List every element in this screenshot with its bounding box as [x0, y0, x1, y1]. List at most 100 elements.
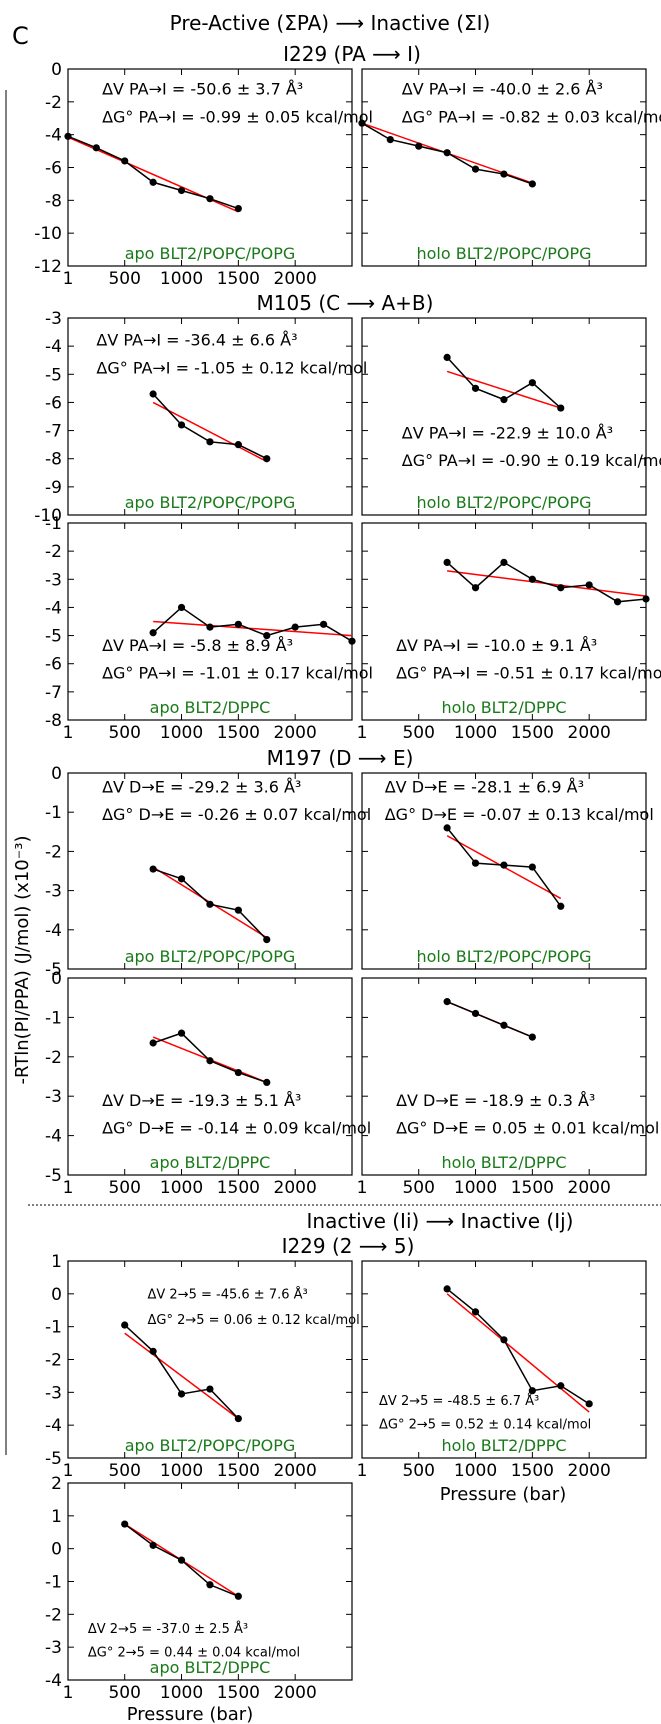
data-point [121, 1321, 129, 1329]
title-m105: M105 (C ⟶ A+B) [257, 291, 434, 315]
data-point [471, 584, 480, 592]
x-tick-label: 500 [108, 1178, 140, 1198]
title-m197: M197 (D ⟶ E) [267, 746, 414, 770]
y-tick-label: -1 [45, 1008, 62, 1028]
data-point [358, 119, 366, 127]
delta-g-annotation: ΔG° 2→5 = 0.06 ± 0.12 kcal/mol [148, 1313, 360, 1328]
delta-g-annotation: ΔG° PA→I = -0.51 ± 0.17 kcal/mol [396, 664, 661, 683]
x-tick-label: 500 [402, 1178, 434, 1198]
data-point [177, 603, 186, 612]
data-point [234, 441, 242, 449]
data-point [206, 1581, 214, 1589]
section-header-i-to-i: Inactive (Ii) ⟶ Inactive (Ij) [307, 1209, 574, 1233]
data-point [528, 575, 536, 583]
delta-v-annotation: ΔV PA→I = -36.4 ± 6.6 Å³ [96, 331, 297, 350]
y-tick-label: 1 [51, 1507, 62, 1527]
y-tick-label: -9 [45, 478, 62, 498]
title-i229-pa-i: I229 (PA ⟶ I) [283, 42, 421, 66]
data-point [121, 157, 129, 165]
data-point [177, 875, 186, 883]
y-tick-label: -6 [45, 393, 62, 413]
x-tick-label: 500 [108, 269, 140, 289]
panel-m197-apo-popg: 0 -1 -2 -3 -4 -5 ΔV D→E = -29.2 ± 3.6 Å³ ΔG° D→… [45, 764, 371, 980]
x-tick-label: 1000 [160, 1461, 203, 1481]
y-tick-label: -4 [45, 598, 62, 618]
panel-frame [67, 317, 353, 516]
data-point [149, 865, 157, 873]
data-point [234, 1592, 242, 1600]
series-line [446, 1000, 533, 1038]
y-tick-label: -4 [45, 1671, 62, 1691]
x-tick-label: 1500 [217, 1178, 260, 1198]
delta-v-annotation: ΔV PA→I = -5.8 ± 8.9 Å³ [102, 636, 293, 655]
data-point [471, 165, 480, 173]
data-point [443, 353, 451, 361]
x-tick-label: 2000 [568, 1461, 611, 1481]
delta-v-annotation: ΔV PA→I = -40.0 ± 2.6 Å³ [402, 80, 603, 99]
data-point [471, 859, 480, 867]
y-tick-label: 1 [51, 1252, 62, 1272]
y-tick-label: -3 [45, 1638, 62, 1658]
data-point [263, 936, 271, 944]
data-point [528, 1033, 536, 1041]
data-point [443, 558, 451, 567]
delta-g-annotation: ΔG° PA→I = -0.82 ± 0.03 kcal/mol [402, 107, 661, 126]
x-tick-label: 1000 [454, 1461, 497, 1481]
data-point [557, 404, 565, 412]
panel-frame [361, 522, 647, 721]
x-tick-label: 1 [63, 1178, 74, 1198]
y-tick-label: -3 [45, 309, 62, 329]
x-tick-label: 1500 [217, 1683, 260, 1703]
x-axis-label-bottom: Pressure (bar) [127, 1704, 253, 1724]
data-point [471, 384, 480, 392]
delta-g-annotation: ΔG° 2→5 = 0.52 ± 0.14 kcal/mol [379, 1418, 591, 1433]
panel-m105-apo-popg: -3 -4 -5 -6 -7 -8 -9 -10 ΔV PA→I = -36.4 ± 6.6 Å… [34, 309, 367, 526]
series-line [446, 1288, 590, 1405]
delta-v-annotation: ΔV 2→5 = -37.0 ± 2.5 Å³ [88, 1621, 248, 1637]
y-tick-label: -4 [45, 126, 62, 146]
x-tick-label: 1 [357, 1178, 368, 1198]
delta-v-annotation: ΔV PA→I = -22.9 ± 10.0 Å³ [402, 423, 613, 442]
data-point [500, 861, 508, 869]
panel-frame [361, 977, 647, 1176]
y-tick-label: -3 [45, 1383, 62, 1403]
data-point [500, 396, 508, 404]
system-label: holo BLT2/POPC/POPG [416, 244, 591, 263]
fit-line [124, 1332, 239, 1420]
delta-v-annotation: ΔV D→E = -28.1 ± 6.9 Å³ [385, 778, 584, 797]
panel-m197-holo-popg: ΔV D→E = -28.1 ± 6.9 Å³ ΔG° D→E = -0.07 ±… [361, 772, 654, 970]
data-point [471, 1009, 480, 1018]
y-tick-label: -3 [45, 1087, 62, 1107]
data-point [585, 1400, 593, 1408]
x-tick-label: 1000 [454, 723, 497, 743]
data-point [177, 1556, 186, 1564]
data-point [500, 1336, 508, 1344]
data-point [500, 1021, 508, 1029]
x-tick-label: 2000 [274, 1461, 317, 1481]
y-tick-label: 0 [51, 1285, 62, 1305]
y-tick-label: -4 [45, 337, 62, 357]
y-tick-label: 2 [51, 1474, 62, 1494]
data-point [263, 455, 271, 463]
y-tick-label: -2 [45, 1351, 62, 1371]
x-axis-label-right: Pressure (bar) [440, 1484, 566, 1505]
panel-frame [67, 977, 353, 1176]
data-point [64, 132, 72, 140]
data-point [557, 584, 565, 592]
data-point [206, 1385, 214, 1393]
y-tick-label: -5 [45, 1166, 62, 1186]
data-point [177, 1029, 186, 1037]
y-tick-label: -7 [45, 422, 62, 442]
system-label: holo BLT2/DPPC [441, 1436, 566, 1455]
delta-g-annotation: ΔG° D→E = -0.07 ± 0.13 kcal/mol [385, 805, 654, 824]
delta-g-annotation: ΔG° 2→5 = 0.44 ± 0.04 kcal/mol [88, 1645, 300, 1660]
data-point [528, 379, 536, 387]
data-point [319, 620, 328, 628]
data-point [443, 998, 451, 1006]
